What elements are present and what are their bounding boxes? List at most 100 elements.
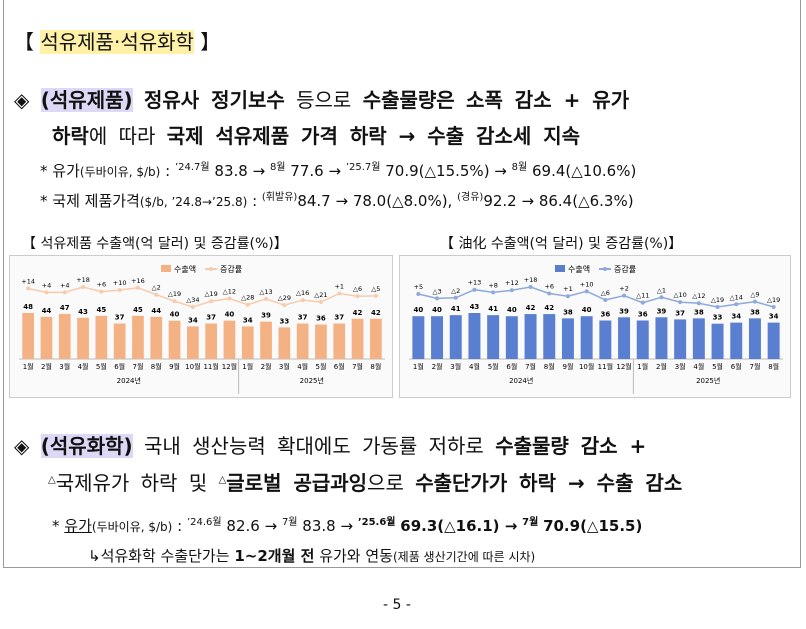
growth-label: △13 — [259, 288, 272, 296]
growth-label: △19 — [205, 290, 218, 298]
legend-swatch — [603, 267, 607, 271]
text: : — [252, 192, 258, 210]
growth-point — [172, 299, 177, 304]
text: 정유사 정기보수 — [144, 88, 285, 112]
growth-label: +2 — [619, 285, 629, 293]
text: 에 따라 — [88, 124, 156, 148]
growth-label: +18 — [524, 276, 538, 284]
growth-label: +6 — [97, 281, 107, 289]
bar-label: 39 — [619, 307, 629, 315]
bar-label: 42 — [353, 309, 363, 317]
bar-label: 36 — [600, 310, 610, 318]
bar-label: 37 — [115, 314, 125, 322]
bullet: * — [40, 192, 48, 210]
growth-label: +12 — [505, 279, 519, 287]
x-tick-label: 2월 — [432, 362, 443, 371]
bullet: * — [40, 162, 48, 180]
x-tick-label: 5월 — [712, 362, 723, 371]
bar — [260, 321, 272, 359]
text: ($/b, ’24.8→’25.8) — [139, 195, 248, 209]
bar-label: 47 — [60, 304, 70, 312]
year-label: 2024년 — [117, 376, 141, 385]
bar-label: 33 — [713, 314, 723, 322]
text: 82.6 → — [226, 517, 278, 535]
x-tick-label: 5월 — [96, 362, 107, 371]
text: 70.9(△15.5) — [543, 517, 643, 535]
text: 83.8 → — [214, 162, 266, 180]
text: 국내 생산능력 확대에도 가동률 저하로 — [144, 434, 484, 458]
text: 글로벌 공급과잉 — [226, 471, 368, 495]
x-tick-label: 6월 — [731, 362, 742, 371]
growth-label: +18 — [76, 276, 90, 284]
bar — [487, 315, 500, 359]
x-tick-label: 10월 — [579, 362, 594, 371]
text: 유가 — [52, 162, 80, 180]
bar-label: 40 — [432, 306, 442, 314]
x-tick-label: 4월 — [78, 362, 89, 371]
growth-point — [227, 296, 232, 301]
growth-point — [117, 288, 122, 293]
year-label: 2024년 — [509, 376, 533, 385]
growth-label: +16 — [131, 277, 145, 285]
text: 등으로 — [296, 88, 352, 112]
legend-swatch — [555, 265, 565, 272]
bar-label: 40 — [413, 306, 423, 314]
text: 69.4(△10.6%) — [532, 162, 637, 180]
growth-label: △1 — [657, 286, 666, 294]
header: 【 석유제품·석유화학 】 — [14, 26, 220, 55]
growth-line — [27, 286, 376, 308]
page-number: - 5 - — [383, 597, 411, 613]
text: (두바이유, $/b) — [91, 520, 173, 534]
bar-label: 34 — [731, 313, 741, 321]
bar — [505, 316, 518, 359]
date: 7월 — [281, 517, 298, 528]
x-tick-label: 7월 — [525, 362, 536, 371]
text: 수출물량 감소 + — [495, 434, 647, 458]
bar — [58, 313, 71, 359]
bar-label: 40 — [170, 311, 180, 319]
growth-label: △10 — [674, 291, 687, 299]
growth-label: △2 — [152, 284, 161, 292]
x-tick-label: 3월 — [279, 362, 290, 371]
x-tick-label: 3월 — [675, 362, 686, 371]
text: 70.9(△15.5%) → — [385, 162, 507, 180]
x-tick-label: 8월 — [768, 362, 779, 371]
growth-label: △12 — [223, 288, 236, 296]
chart-bg — [9, 255, 393, 398]
x-tick-label: 8월 — [544, 362, 555, 371]
growth-point — [771, 305, 776, 309]
growth-point — [81, 285, 86, 289]
bar — [223, 320, 236, 359]
section-line: 하락에 따라 국제 석유제품 가격 하락 → 수출 감소세 지속 — [52, 120, 580, 149]
x-tick-label: 9월 — [562, 362, 573, 371]
growth-label: +8 — [488, 281, 498, 289]
bar — [278, 327, 291, 359]
x-tick-label: 7월 — [352, 362, 363, 371]
x-tick-label: 3월 — [59, 362, 70, 371]
text: 77.6 → — [290, 162, 342, 180]
bar — [730, 322, 743, 359]
x-tick-label: 7월 — [749, 362, 760, 371]
chart-bg — [399, 255, 791, 398]
bar-label: 42 — [544, 304, 554, 312]
marker: △ — [218, 474, 227, 486]
bracket: 】 — [200, 30, 221, 54]
x-tick-label: 8월 — [151, 362, 162, 371]
growth-label: +1 — [334, 283, 344, 291]
bar-label: 37 — [206, 314, 216, 322]
bar — [113, 323, 126, 359]
x-tick-label: 6월 — [114, 362, 125, 371]
bar — [618, 317, 631, 359]
growth-label: +10 — [580, 280, 594, 288]
text: (제품 생산기간에 따른 시차) — [392, 550, 536, 564]
bar-label: 45 — [133, 306, 143, 314]
bar-label: 45 — [96, 306, 106, 314]
text: 수출물량은 — [362, 88, 455, 112]
text: 1~2개월 전 — [234, 547, 315, 565]
chart: 수출액 증감률 40 1월 40 2월 41 3월 43 4월 41 5월 40 6월 42 7월 42 8월 38… — [399, 255, 791, 398]
growth-point — [245, 302, 250, 307]
bar — [674, 319, 687, 359]
text: 83.8 → — [302, 517, 354, 535]
growth-label: △12 — [692, 292, 705, 300]
legend-label: 증감률 — [614, 264, 636, 274]
